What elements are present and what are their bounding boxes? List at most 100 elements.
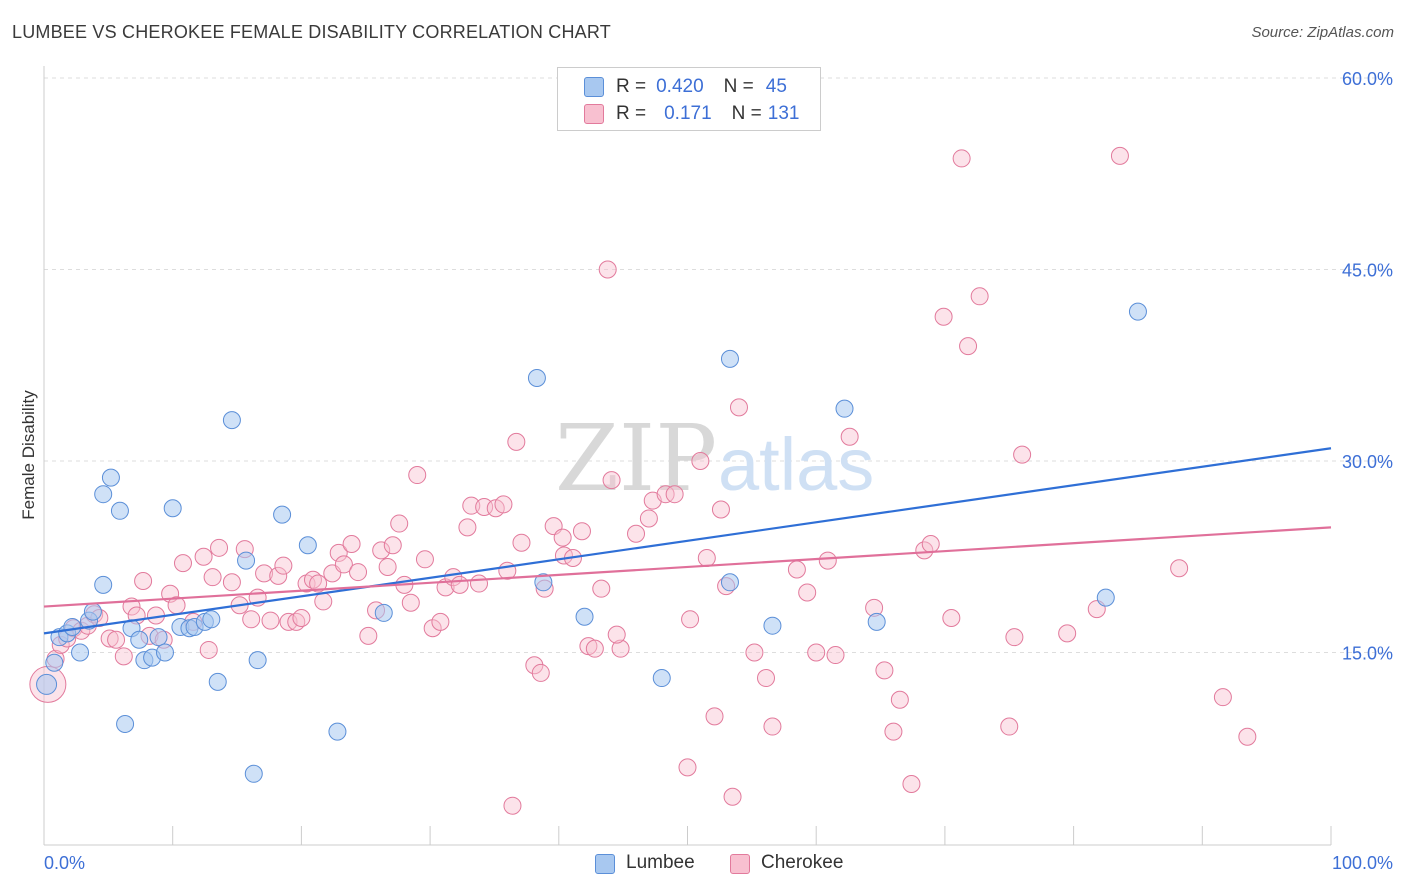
lumbee-point: [720, 573, 739, 592]
lumbee-point: [208, 672, 227, 691]
r-value: 0.420: [656, 76, 704, 97]
cherokee-point: [199, 640, 218, 659]
cherokee-point: [934, 307, 953, 326]
cherokee-point: [494, 495, 513, 514]
n-value: 131: [767, 103, 800, 124]
cherokee-point: [210, 538, 229, 557]
cherokee-point: [921, 534, 940, 553]
y-axis-label: Female Disability: [19, 390, 38, 520]
lumbee-point: [237, 551, 256, 570]
cherokee-point: [503, 796, 522, 815]
cherokee-point: [383, 536, 402, 555]
cherokee-point: [372, 541, 391, 560]
cherokee-point: [798, 583, 817, 602]
chart-title: LUMBEE VS CHEROKEE FEMALE DISABILITY COR…: [12, 22, 611, 42]
cherokee-point: [602, 471, 621, 490]
cherokee-point: [274, 556, 293, 575]
cherokee-point: [729, 398, 748, 417]
lumbee-point: [575, 607, 594, 626]
cherokee-point: [173, 554, 192, 573]
stats-legend: R = 0.420 N = 45 R = 0.171 N = 131: [557, 67, 821, 131]
tick-labels: 15.0% 30.0% 45.0% 60.0% 0.0% 100.0%: [44, 69, 1393, 873]
cherokee-point: [639, 509, 658, 528]
lumbee-point: [116, 714, 135, 733]
lumbee-point: [273, 505, 292, 524]
cherokee-point: [711, 500, 730, 519]
y-tick-label: 15.0%: [1342, 644, 1393, 664]
cherokee-point: [826, 646, 845, 665]
cherokee-point: [401, 593, 420, 612]
cherokee-point: [359, 626, 378, 645]
x-tick-label: 0.0%: [44, 853, 85, 873]
lumbee-trend-line: [43, 447, 1332, 635]
cherokee-point: [572, 522, 591, 541]
cherokee-point: [107, 630, 126, 649]
r-value: 0.171: [664, 103, 712, 124]
cherokee-point: [678, 758, 697, 777]
cherokee-point: [261, 611, 280, 630]
x-tick-label: 100.0%: [1332, 853, 1393, 873]
cherokee-point: [884, 722, 903, 741]
lumbee-point: [1128, 302, 1147, 321]
cherokee-point: [627, 524, 646, 543]
lumbee-point: [534, 573, 553, 592]
cherokee-point: [415, 550, 434, 569]
lumbee-point: [63, 617, 82, 636]
cherokee-swatch: [584, 104, 604, 124]
cherokee-point: [334, 555, 353, 574]
cherokee-point: [349, 563, 368, 582]
lumbee-point: [298, 536, 317, 555]
lumbee-point: [155, 643, 174, 662]
cherokee-point: [607, 625, 626, 644]
lumbee-point: [222, 411, 241, 430]
cherokee-point: [531, 663, 550, 682]
cherokee-point: [592, 579, 611, 598]
cherokee-point: [1213, 688, 1232, 707]
cherokee-point: [1005, 628, 1024, 647]
cherokee-point: [656, 485, 675, 504]
n-label: N =: [731, 103, 762, 124]
cherokee-point: [665, 485, 684, 504]
cherokee-point: [134, 572, 153, 591]
lumbee-point: [720, 349, 739, 368]
cherokee-point: [1013, 445, 1032, 464]
lumbee-point: [149, 628, 168, 647]
cherokee-point: [329, 543, 348, 562]
cherokee-point: [462, 496, 481, 515]
source-label: Source: ZipAtlas.com: [1251, 24, 1394, 41]
cherokee-point: [269, 566, 288, 585]
r-label: R =: [616, 76, 647, 97]
lumbee-point: [130, 630, 149, 649]
lumbee-point: [71, 643, 90, 662]
cherokee-point: [611, 639, 630, 658]
lumbee-point: [45, 653, 64, 672]
lumbee-point: [527, 369, 546, 388]
cherokee-point: [952, 149, 971, 168]
cherokee-point: [787, 560, 806, 579]
cherokee-point: [525, 656, 544, 675]
cherokee-point: [378, 557, 397, 576]
cherokee-point: [745, 643, 764, 662]
cherokee-point: [408, 466, 427, 485]
cherokee-point: [194, 547, 213, 566]
cherokee-point: [450, 575, 469, 594]
cherokee-point: [875, 661, 894, 680]
cherokee-point: [507, 432, 526, 451]
cherokee-point: [959, 337, 978, 356]
cherokee-point: [390, 514, 409, 533]
cherokee-point: [757, 669, 776, 688]
cherokee-point: [114, 647, 133, 666]
lumbee-point: [101, 468, 120, 487]
lumbee-point: [244, 764, 263, 783]
cherokee-point: [763, 717, 782, 736]
lumbee-point: [94, 485, 113, 504]
axes: [43, 66, 1332, 846]
lumbee-point: [202, 610, 221, 629]
y-tick-label: 45.0%: [1342, 261, 1393, 281]
cherokee-point: [431, 612, 450, 631]
watermark: ZIP atlas: [555, 405, 874, 512]
cherokee-points: [29, 146, 1257, 815]
cherokee-point: [807, 643, 826, 662]
cherokee-point: [1000, 717, 1019, 736]
